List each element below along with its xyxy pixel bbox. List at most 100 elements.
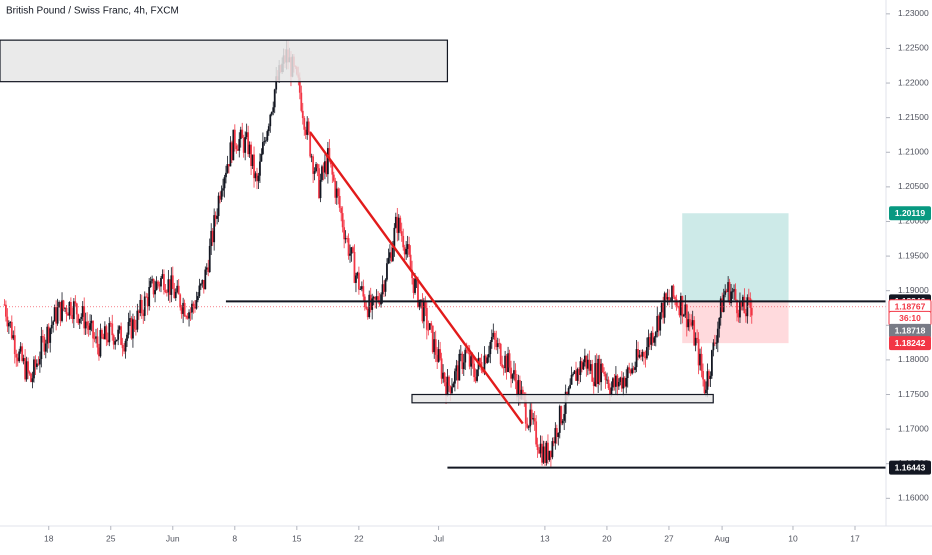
candle-body [366,308,369,318]
candle-body [648,337,651,345]
candle-body [731,291,734,293]
candle-body [586,359,589,369]
candle-body [186,316,189,319]
candle-body [609,388,611,395]
candle-body [368,294,371,318]
candle-body [699,353,701,366]
candle-body [208,245,211,273]
candle-body [716,328,719,343]
candle-body [180,307,183,314]
candle-body [569,384,572,389]
downtrend-line[interactable] [309,131,524,425]
candle-body [347,238,350,256]
candle-body [22,358,25,361]
candle-body [43,337,46,352]
candle-body [702,371,704,380]
candle-body [71,314,74,320]
candle-body [747,297,750,299]
candle-body [44,343,47,352]
candle-body [195,300,198,309]
candle-body [598,358,601,383]
candle-body [612,378,614,388]
candle-body [727,282,730,292]
candle-body [479,358,481,363]
candle-body [139,300,142,313]
candle-body [220,190,223,200]
candle-body [487,354,490,358]
candle-body [688,319,691,323]
candle-body [620,377,623,389]
candle-body [152,278,155,295]
candle-body [672,285,675,297]
candle-body [659,312,662,331]
candle-body [637,349,639,358]
candle-body [588,359,591,371]
candle-body [474,377,477,381]
candle-body [445,382,447,397]
candle-body [462,362,465,370]
candle-body [623,377,626,387]
candle-body [629,369,632,374]
candle-body [493,332,496,340]
candle-body [533,418,536,422]
candle-body [631,368,634,374]
candle-body [600,363,603,383]
candle-body [6,316,9,327]
candle-body [232,129,235,161]
time-tick-label: Jul [433,533,444,543]
candle-body [424,301,427,308]
candle-body [137,310,140,313]
candle-body [238,139,241,151]
candle-body [307,121,310,133]
candle-body [36,363,38,367]
candle-body [216,216,219,219]
candle-body [50,324,53,329]
time-tick-label: 8 [232,533,237,543]
candle-body [406,244,409,249]
candle-body [167,279,170,293]
candle-body [101,330,103,337]
candle-body [12,335,15,339]
candle-body [719,298,722,318]
candle-body [594,363,597,387]
candle-body [343,227,346,240]
candle-body [21,346,24,361]
candle-body [539,443,542,454]
candle-body [498,343,501,345]
candle-body [228,164,230,167]
time-tick-label: 15 [292,533,302,543]
candle-body [691,320,694,326]
candle-body [163,274,165,291]
time-tick-label: 22 [354,533,364,543]
stop-loss-box[interactable] [682,301,789,344]
candle-body [28,371,31,374]
candle-body [530,409,533,420]
candle-body [136,310,139,330]
candle-body [318,168,320,199]
candle-body [59,301,62,321]
candle-body [681,295,684,317]
candle-body [405,248,408,255]
candle-body [47,326,50,343]
candle-body [89,323,91,330]
candle-body [189,312,192,314]
time-tick-label: Aug [715,533,730,543]
price-tag [889,336,931,351]
price-tick-label: 1.17000 [898,423,929,433]
support-zone[interactable] [411,393,714,404]
candle-body [744,313,747,317]
candle-body [185,316,187,317]
candle-body [65,307,68,314]
candle-body [560,406,563,424]
candle-body [740,300,743,307]
candle-body [668,297,670,302]
supply-zone[interactable] [0,39,449,83]
candle-body [241,129,244,138]
candle-body [614,375,617,387]
candle-body [106,339,109,343]
candle-body [545,442,548,463]
candle-body [328,148,331,161]
candle-body [684,304,687,315]
candle-body [53,307,56,322]
